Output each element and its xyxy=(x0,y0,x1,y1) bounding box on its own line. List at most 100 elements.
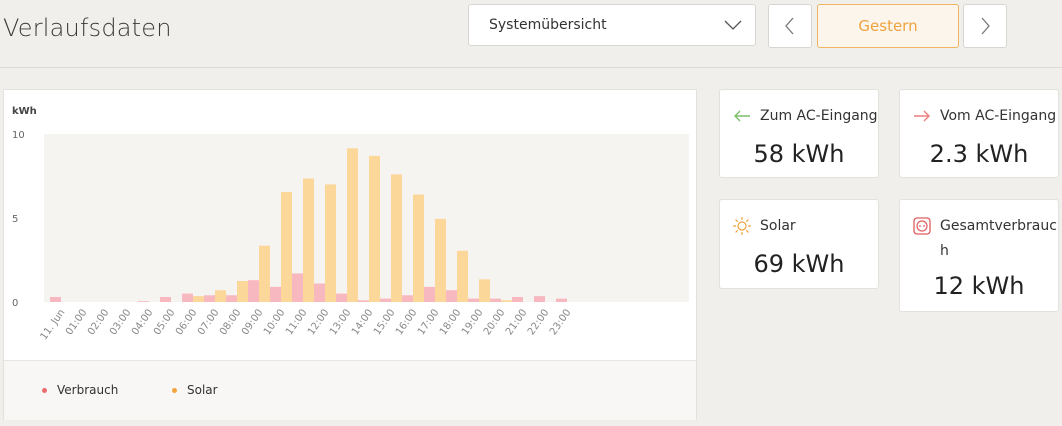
solar-bar[interactable] xyxy=(391,174,402,302)
arrow-right-icon xyxy=(914,110,930,122)
y-tick-label: 10 xyxy=(12,130,25,141)
consumption-bar[interactable] xyxy=(358,300,369,302)
consumption-bar[interactable] xyxy=(138,301,149,302)
x-tick-label: 16:00 xyxy=(394,307,420,337)
consumption-bar[interactable] xyxy=(556,298,567,302)
solar-bar[interactable] xyxy=(325,184,336,302)
solar-bar[interactable] xyxy=(259,245,270,302)
solar-bar[interactable] xyxy=(479,279,490,302)
stat-label-line-1: Gesamtverbrauc xyxy=(940,218,1057,234)
y-tick-label: 5 xyxy=(12,214,18,225)
x-tick-label: 04:00 xyxy=(130,307,156,337)
x-tick-label: 22:00 xyxy=(526,307,552,337)
solar-bar[interactable] xyxy=(369,155,380,302)
x-tick-label: 03:00 xyxy=(108,307,134,337)
x-tick-label: 12:00 xyxy=(306,307,332,337)
solar-bar[interactable] xyxy=(303,178,314,302)
legend-dot-consumption xyxy=(42,387,47,393)
chevron-left-icon xyxy=(785,17,794,35)
x-tick-label: 08:00 xyxy=(218,307,244,337)
consumption-bar[interactable] xyxy=(182,293,193,302)
view-select-value: Systemübersicht xyxy=(489,17,607,33)
x-tick-label: 13:00 xyxy=(328,307,354,337)
solar-bar[interactable] xyxy=(237,281,248,302)
solar-bar[interactable] xyxy=(413,194,424,302)
consumption-bar[interactable] xyxy=(468,298,479,302)
stat-value: 12 kWh xyxy=(933,272,1025,300)
consumption-bar[interactable] xyxy=(380,298,391,302)
x-tick-label: 02:00 xyxy=(86,307,112,337)
x-tick-label: 06:00 xyxy=(174,307,200,337)
stat-label: Gesamtverbrauc h xyxy=(940,214,1057,264)
consumption-bar[interactable] xyxy=(534,296,545,302)
solar-bar[interactable] xyxy=(435,218,446,302)
solar-bar[interactable] xyxy=(215,290,226,302)
arrow-left-icon xyxy=(734,110,750,122)
x-tick-label: 07:00 xyxy=(196,307,222,337)
x-tick-label: 10:00 xyxy=(262,307,288,337)
consumption-bar[interactable] xyxy=(314,283,325,302)
stat-card-to-ac-input: Zum AC-Eingang 58 kWh xyxy=(719,89,879,178)
x-tick-label: 15:00 xyxy=(372,307,398,337)
consumption-bar[interactable] xyxy=(336,293,347,302)
chart-card: kWh 0 5 10 11. Jun 01:00 02:00 03:00 04:00 05:0… xyxy=(3,89,697,420)
stat-card-from-ac-input: Vom AC-Eingang 2.3 kWh xyxy=(899,89,1059,178)
x-tick-label: 19:00 xyxy=(460,307,486,337)
stat-label: Zum AC-Eingang xyxy=(760,108,878,124)
solar-bar[interactable] xyxy=(347,148,358,302)
x-tick-label: 14:00 xyxy=(350,307,376,337)
socket-icon xyxy=(913,217,931,235)
x-tick-label: 11. Jun xyxy=(39,307,68,342)
header-divider xyxy=(0,67,1062,68)
page-title: Verlaufsdaten xyxy=(3,14,172,42)
stat-card-total-consumption: Gesamtverbrauc h 12 kWh xyxy=(899,199,1059,312)
stat-label-line-2: h xyxy=(940,243,949,259)
x-tick-label: 05:00 xyxy=(152,307,178,337)
legend-label-consumption: Verbrauch xyxy=(57,383,119,397)
stat-value: 58 kWh xyxy=(753,140,845,168)
next-day-button[interactable] xyxy=(963,4,1007,48)
previous-day-button[interactable] xyxy=(768,4,812,48)
x-tick-label: 21:00 xyxy=(504,307,530,337)
consumption-bar[interactable] xyxy=(292,273,303,302)
chevron-right-icon xyxy=(981,17,990,35)
legend-dot-solar xyxy=(172,387,177,393)
date-button[interactable]: Gestern xyxy=(817,4,959,48)
y-axis-label: kWh xyxy=(12,106,37,117)
sun-icon xyxy=(733,217,751,235)
consumption-bar[interactable] xyxy=(490,298,501,302)
consumption-bar[interactable] xyxy=(204,295,215,302)
x-tick-label: 11:00 xyxy=(284,307,310,337)
chevron-down-icon xyxy=(724,20,742,30)
consumption-bar[interactable] xyxy=(512,296,523,302)
consumption-bar[interactable] xyxy=(446,290,457,302)
legend-label-solar: Solar xyxy=(187,383,218,397)
x-tick-label: 18:00 xyxy=(438,307,464,337)
x-tick-label: 17:00 xyxy=(416,307,442,337)
consumption-bar[interactable] xyxy=(402,295,413,302)
solar-bar[interactable] xyxy=(501,300,512,302)
y-tick-label: 0 xyxy=(12,298,18,309)
stat-value: 2.3 kWh xyxy=(929,140,1029,168)
solar-bar[interactable] xyxy=(193,296,204,302)
consumption-bar[interactable] xyxy=(160,296,171,302)
x-tick-label: 23:00 xyxy=(548,307,574,337)
stat-label: Solar xyxy=(760,218,796,234)
consumption-bar[interactable] xyxy=(424,286,435,302)
x-tick-label: 01:00 xyxy=(64,307,90,337)
consumption-bar[interactable] xyxy=(270,286,281,302)
solar-bar[interactable] xyxy=(281,191,292,302)
x-tick-label: 20:00 xyxy=(482,307,508,337)
chart-legend: Verbrauch Solar xyxy=(4,360,696,420)
history-bar-chart: kWh 0 5 10 11. Jun01:0002:0003:0004:0005:0… xyxy=(12,106,689,342)
consumption-bar[interactable] xyxy=(248,280,259,302)
x-tick-label: 09:00 xyxy=(240,307,266,337)
legend-item-solar[interactable]: Solar xyxy=(172,383,218,397)
view-select[interactable]: Systemübersicht xyxy=(468,4,756,46)
legend-item-consumption[interactable]: Verbrauch xyxy=(42,383,118,397)
consumption-bar[interactable] xyxy=(50,296,61,302)
solar-bar[interactable] xyxy=(457,250,468,302)
stat-label: Vom AC-Eingang xyxy=(940,108,1057,124)
plot-area xyxy=(44,134,689,302)
consumption-bar[interactable] xyxy=(226,295,237,302)
